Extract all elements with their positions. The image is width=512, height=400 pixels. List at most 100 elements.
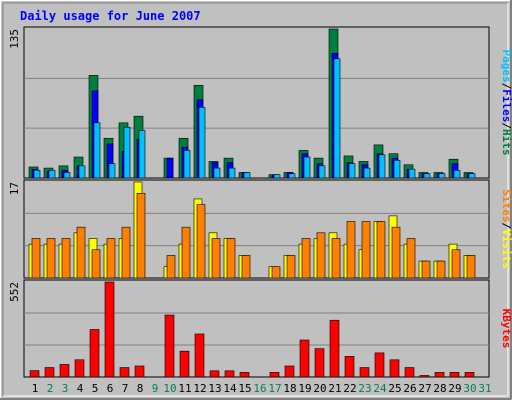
x-tick-label-1: 1 [32,382,39,395]
kbytes-bar-kbytes-3 [59,364,70,378]
hits-bar-pages-24 [378,154,386,179]
x-tick-label-13: 13 [208,382,221,395]
visits-bar-sites-17 [271,266,281,279]
visits-bar-sites-29 [451,249,461,279]
kbytes-bar-kbytes-20 [314,348,325,378]
x-tick-label-16: 16 [253,382,266,395]
visits-bar-sites-8 [136,192,146,279]
visits-ymax-label: 17 [8,182,21,195]
x-tick-label-17: 17 [268,382,281,395]
hits-bar-pages-23 [363,167,371,179]
visits-bar-sites-14 [226,238,236,279]
x-tick-label-27: 27 [418,382,431,395]
visits-bar-sites-2 [46,238,56,279]
x-tick-label-21: 21 [328,382,341,395]
hits-bar-pages-4 [78,165,86,179]
x-tick-label-5: 5 [92,382,99,395]
x-tick-label-15: 15 [238,382,251,395]
x-tick-label-20: 20 [313,382,326,395]
visits-bar-sites-27 [421,260,431,279]
kbytes-bar-kbytes-13 [209,370,220,378]
visits-bar-sites-7 [121,226,131,279]
hits-bar-pages-29 [453,169,461,179]
x-tick-label-11: 11 [178,382,191,395]
hits-bar-pages-22 [348,163,356,179]
x-tick-label-23: 23 [358,382,371,395]
kbytes-bar-kbytes-25 [389,359,400,378]
hits-legend: Pages/Files/Hits [500,50,512,156]
legend-pages: Pages [500,50,512,83]
hits-legend-sep: / [500,83,512,90]
hits-bar-pages-26 [408,168,416,179]
kbytes-bar-kbytes-30 [464,372,475,378]
visits-bar-sites-19 [301,238,311,279]
kbytes-bar-kbytes-21 [329,319,340,378]
visits-bar-sites-5 [91,249,101,279]
kbytes-bar-kbytes-4 [74,359,85,378]
visits-bar-sites-6 [106,238,116,279]
kbytes-bar-kbytes-14 [224,370,235,378]
kbytes-ymax-label: 552 [8,282,21,302]
x-tick-label-8: 8 [137,382,144,395]
hits-bar-pages-6 [108,163,116,179]
x-tick-label-10: 10 [163,382,176,395]
visits-bar-sites-1 [31,238,41,279]
kbytes-bar-kbytes-26 [404,367,415,378]
visits-bar-sites-23 [361,221,371,279]
x-tick-label-14: 14 [223,382,237,395]
x-tick-label-29: 29 [448,382,461,395]
hits-bar-pages-19 [303,156,311,179]
hits-bar-pages-13 [213,167,221,179]
kbytes-bar-kbytes-7 [119,367,130,378]
visits-bar-sites-12 [196,204,206,279]
visits-bar-sites-15 [241,255,251,279]
hits-bar-pages-3 [63,172,71,179]
kbytes-bar-kbytes-27 [419,375,430,378]
hits-ymax-label: 135 [8,29,21,49]
kbytes-bar-kbytes-1 [29,370,40,378]
x-tick-label-3: 3 [62,382,69,395]
kbytes-bar-kbytes-6 [104,281,115,378]
kbytes-bar-kbytes-29 [449,372,460,378]
x-tick-label-6: 6 [107,382,114,395]
hits-bar-pages-1 [33,169,41,179]
hits-bar-pages-14 [228,167,236,179]
visits-bar-sites-10 [166,255,176,279]
hits-bar-pages-7 [123,126,131,179]
x-tick-label-25: 25 [388,382,401,395]
kbytes-bar-kbytes-28 [434,372,445,378]
kbytes-bar-kbytes-17 [269,372,280,378]
hits-bar-pages-18 [288,173,296,179]
x-tick-label-12: 12 [193,382,206,395]
visits-bar-sites-24 [376,221,386,279]
hits-plot-area [23,26,490,179]
visits-bar-sites-30 [466,255,476,279]
kbytes-bar-kbytes-15 [239,372,250,378]
x-tick-label-28: 28 [433,382,446,395]
legend-files: Files [500,89,512,122]
visits-bar-sites-22 [346,221,356,279]
legend-hits: Hits [500,129,512,156]
visits-legend-sep: / [500,222,512,229]
hits-bar-pages-17 [273,174,281,179]
visits-bar-sites-3 [61,238,71,279]
x-tick-label-7: 7 [122,382,129,395]
x-tick-label-18: 18 [283,382,296,395]
kbytes-bar-kbytes-23 [359,367,370,378]
x-tick-label-4: 4 [77,382,84,395]
visits-bar-sites-26 [406,238,416,279]
legend-sites: Sites [500,189,512,222]
visits-bar-sites-28 [436,260,446,279]
x-tick-label-22: 22 [343,382,356,395]
hits-bar-pages-12 [198,107,206,179]
kbytes-bar-kbytes-19 [299,339,310,378]
hits-legend-sep: / [500,122,512,129]
hits-bar-pages-21 [333,58,341,179]
x-tick-label-9: 9 [152,382,159,395]
hits-bar-files-10 [166,157,174,179]
visits-bar-sites-18 [286,255,296,279]
hits-bar-pages-5 [93,122,101,179]
